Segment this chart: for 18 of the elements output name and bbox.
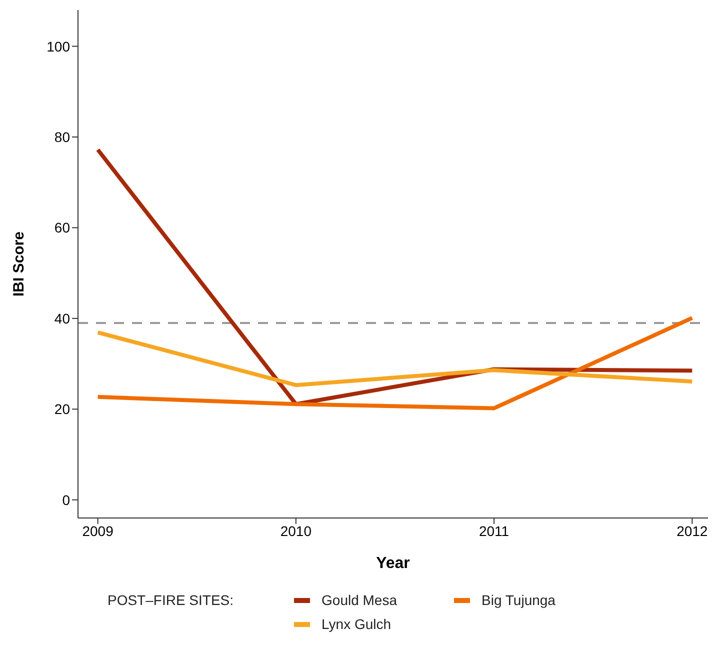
y-tick-label: 80 <box>54 128 70 145</box>
x-tick-label: 2011 <box>478 522 510 539</box>
legend-label: Lynx Gulch <box>322 616 392 632</box>
y-tick-label: 40 <box>54 310 70 326</box>
legend-label: Big Tujunga <box>482 592 556 608</box>
x-tick-label: 2009 <box>82 522 114 539</box>
y-axis-title: IBI Score <box>10 231 28 297</box>
y-tick-label: 0 <box>62 492 70 508</box>
x-tick-label: 2012 <box>676 522 708 539</box>
line-series <box>96 316 694 410</box>
legend-label: Gould Mesa <box>322 592 397 608</box>
x-axis-title: Year <box>376 555 410 572</box>
line-series <box>96 330 694 388</box>
x-tick-label: 2010 <box>280 522 312 539</box>
y-tick-label: 100 <box>46 38 70 54</box>
y-tick-label: 20 <box>54 401 70 418</box>
y-tick-label: 60 <box>54 220 70 236</box>
legend-title: POST–FIRE SITES: <box>107 592 234 610</box>
